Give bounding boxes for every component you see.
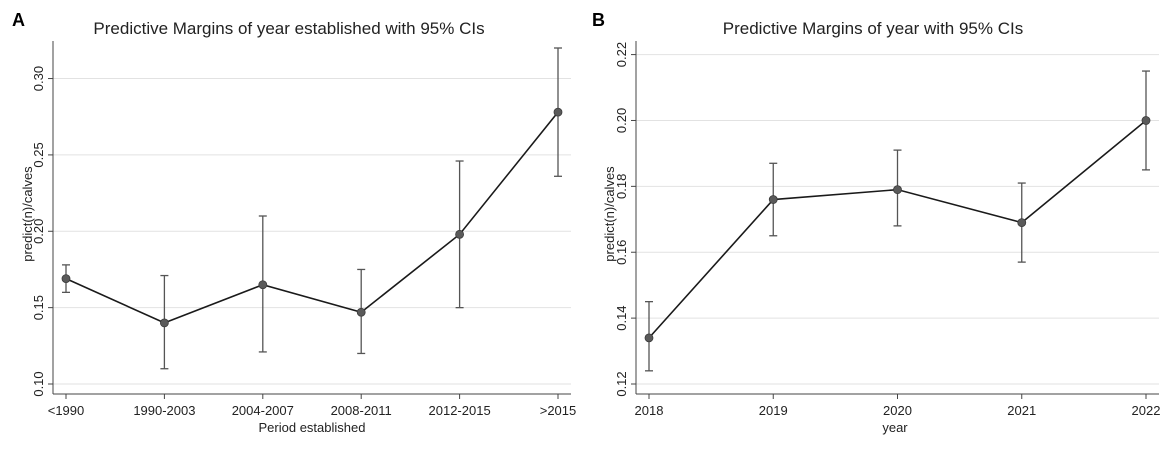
panel-b-x-tick-label: 2021: [1007, 403, 1036, 418]
panel-a-y-tick-label: 0.25: [31, 142, 46, 167]
panel-b-y-tick-label: 0.12: [614, 371, 629, 396]
panel-a-x-tick-label: 2012-2015: [429, 403, 491, 418]
panel-a-y-tick-label: 0.10: [31, 371, 46, 396]
panel-a-x-axis-label: Period established: [259, 420, 366, 435]
panel-a-letter: A: [12, 10, 25, 30]
panel-a: A Predictive Margins of year established…: [12, 10, 576, 435]
panel-b: B Predictive Margins of year with 95% CI…: [592, 10, 1160, 435]
panel-a-data-point: [159, 318, 169, 328]
panel-b-data-point: [1141, 116, 1151, 125]
panel-a-x-tick-label: 2004-2007: [232, 403, 294, 418]
panel-a-y-tick-label: 0.30: [31, 66, 46, 91]
panel-a-data-point: [553, 107, 563, 117]
panel-b-x-tick-label: 2019: [759, 403, 788, 418]
panel-a-data-point: [356, 307, 366, 317]
panel-a-x-tick-label: <1990: [48, 403, 85, 418]
panel-b-y-tick-label: 0.16: [614, 240, 629, 265]
panel-b-y-tick-label: 0.22: [614, 42, 629, 67]
panel-b-letter: B: [592, 10, 605, 30]
panel-b-y-axis-label: predict(n)/calves: [602, 166, 617, 262]
panel-a-y-tick-label: 0.20: [31, 219, 46, 244]
panel-a-x-tick-label: 2008-2011: [331, 403, 392, 418]
panel-a-x-tick-label: 1990-2003: [133, 403, 195, 418]
panel-a-data-point: [455, 229, 465, 239]
panel-b-data-point: [644, 333, 654, 343]
panel-b-title: Predictive Margins of year with 95% CIs: [723, 19, 1023, 38]
panel-a-title: Predictive Margins of year established w…: [93, 19, 484, 38]
panel-a-data-point: [258, 280, 268, 290]
panel-a-y-axis-label: predict(n)/calves: [20, 166, 35, 262]
panel-a-series-line: [65, 111, 559, 324]
panel-b-x-tick-label: 2020: [883, 403, 912, 418]
panel-b-data-point: [893, 185, 902, 195]
panel-b-data-point: [1017, 218, 1027, 227]
panel-b-x-axis-label: year: [882, 420, 908, 435]
panel-b-y-tick-label: 0.18: [614, 174, 629, 199]
panel-a-x-tick-label: >2015: [540, 403, 577, 418]
panel-b-y-tick-label: 0.14: [614, 305, 629, 330]
panel-b-x-tick-label: 2018: [635, 403, 664, 418]
panel-a-data-point: [61, 274, 71, 284]
panel-a-y-tick-label: 0.15: [31, 295, 46, 320]
panel-b-data-point: [768, 195, 778, 204]
panel-b-x-tick-label: 2022: [1132, 403, 1161, 418]
panel-b-y-tick-label: 0.20: [614, 108, 629, 133]
